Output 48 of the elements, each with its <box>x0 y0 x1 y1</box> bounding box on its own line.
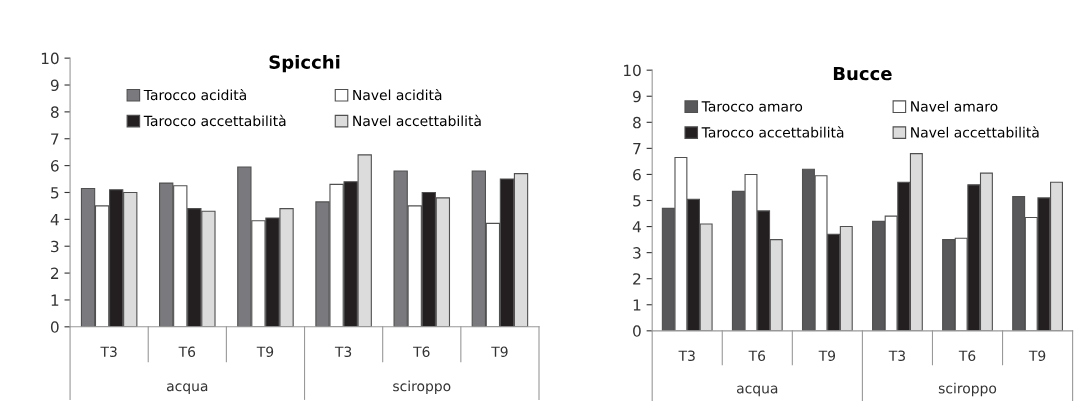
y-tick-label: 4 <box>50 214 59 226</box>
x-tick-label: T3 <box>100 346 117 358</box>
legend-label: Tarocco accettabilità <box>701 126 844 138</box>
y-tick-label: 3 <box>633 247 641 259</box>
y-tick-label: 6 <box>633 168 641 181</box>
y-tick-label: 10 <box>624 64 641 77</box>
y-tick-label: 5 <box>51 187 59 199</box>
y-tick-label: 2 <box>51 267 59 279</box>
y-tick-label: 5 <box>633 195 641 207</box>
y-tick-label: 8 <box>50 106 59 118</box>
y-tick-label: 0 <box>633 325 641 337</box>
text: acqua <box>167 383 208 394</box>
x-tick-label: T9 <box>256 346 274 358</box>
x-tick-label: T6 <box>748 350 766 362</box>
y-tick-label: 6 <box>51 160 59 172</box>
x-tick-label: T6 <box>413 346 430 358</box>
y-tick-label: 10 <box>41 52 59 65</box>
text: acqua <box>736 385 778 397</box>
x-tick-label: T9 <box>491 346 508 358</box>
x-tick-label: T6 <box>178 346 196 358</box>
y-tick-label: 4 <box>632 221 641 233</box>
y-tick-label: 7 <box>633 143 641 155</box>
legend-label: Tarocco amaro <box>701 101 803 112</box>
y-tick-label: 9 <box>633 90 641 103</box>
legend-label: Navel accettabilità <box>353 114 481 127</box>
legend-label: Navel acidità <box>353 88 442 101</box>
x-tick-label: T3 <box>334 346 352 358</box>
y-tick-label: 9 <box>50 79 59 92</box>
y-tick-label: 8 <box>633 116 641 129</box>
legend-label: Navel amaro <box>911 100 998 112</box>
y-tick-label: 7 <box>51 133 59 145</box>
x-tick-label: T3 <box>678 350 695 362</box>
x-tick-label: T6 <box>958 350 976 362</box>
x-tick-label: T3 <box>888 350 905 362</box>
legend-label: Tarocco acidità <box>143 88 246 101</box>
legend-label: Navel accettabilità <box>911 126 1039 138</box>
y-tick-label: 2 <box>633 273 641 285</box>
chart-title: Bucce <box>833 66 892 81</box>
text: sciroppo <box>938 382 997 397</box>
x-tick-label: T9 <box>1028 350 1046 362</box>
y-tick-label: 3 <box>51 240 59 253</box>
y-tick-label: 0 <box>50 321 59 333</box>
text: sciroppo <box>393 380 451 394</box>
chart-title: Spicchi <box>269 54 340 73</box>
x-tick-label: T9 <box>818 350 836 362</box>
y-tick-label: 1 <box>633 299 641 311</box>
y-tick-label: 1 <box>51 294 59 306</box>
legend-label: Tarocco accettabilità <box>143 114 286 127</box>
